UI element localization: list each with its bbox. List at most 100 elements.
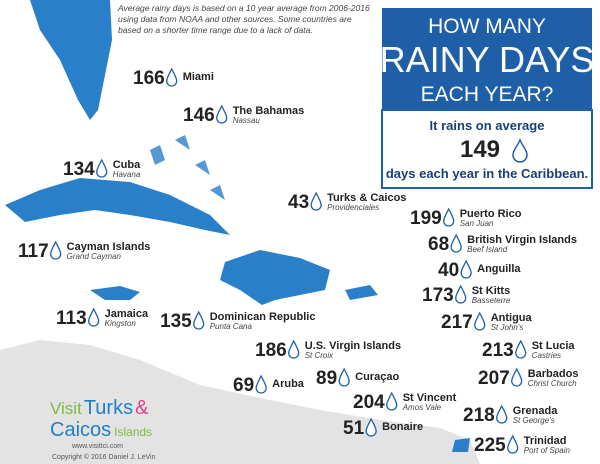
- rainy-days: 146: [183, 105, 215, 126]
- rainy-days: 217: [441, 312, 473, 333]
- rainy-days: 89: [316, 368, 337, 389]
- place-city: Christ Church: [528, 379, 577, 388]
- puerto-rico: [345, 285, 378, 300]
- rainy-days: 68: [428, 234, 449, 255]
- place-name: Trinidad: [524, 435, 567, 447]
- rainy-days: 117: [18, 241, 49, 262]
- average-text: days each year in the Caribbean.: [386, 166, 588, 181]
- rainy-days: 186: [255, 340, 287, 361]
- drop-icon: [507, 434, 519, 454]
- note-line: based on a shorter time range due to a l…: [118, 25, 313, 35]
- logo-word: Caicos: [50, 419, 111, 441]
- place-name: Grenada: [513, 405, 559, 417]
- rainy-days: 204: [353, 392, 385, 413]
- place-name: Curaçao: [355, 371, 399, 383]
- drop-icon: [255, 374, 267, 394]
- drop-icon: [288, 339, 300, 359]
- hispaniola: [220, 250, 330, 305]
- rainy-days: 40: [438, 260, 459, 281]
- drop-icon: [474, 311, 486, 331]
- logo-word: Islands: [114, 425, 152, 439]
- note-line: using data from NOAA and other sources. …: [118, 14, 352, 24]
- drop-icon: [496, 404, 508, 424]
- place-city: Kingston: [105, 319, 137, 328]
- average-box: [381, 109, 593, 189]
- rainy-days: 213: [482, 340, 514, 361]
- rainy-days: 134: [63, 159, 95, 180]
- place-name: St Lucia: [532, 340, 576, 352]
- drop-icon: [88, 307, 100, 327]
- drop-icon: [515, 339, 527, 359]
- place-name: Miami: [183, 71, 214, 83]
- drop-icon: [443, 207, 455, 227]
- place-name: Anguilla: [477, 263, 521, 275]
- place-name: St Kitts: [472, 285, 511, 297]
- logo-url: www.visittci.com: [71, 443, 123, 450]
- drop-icon: [216, 104, 228, 124]
- place-city: Providenciales: [327, 203, 379, 212]
- place-city: Basseterre: [472, 296, 511, 305]
- place-city: Amos Vale: [402, 403, 442, 412]
- place-name: Antigua: [491, 312, 533, 324]
- copyright: Copyright © 2016 Daniel J. LeVin: [52, 453, 156, 461]
- title-line: RAINY DAYS: [380, 39, 595, 80]
- logo-word: Turks: [84, 397, 133, 419]
- drop-icon: [193, 310, 205, 330]
- florida: [30, 0, 112, 120]
- drop-icon: [386, 391, 398, 411]
- place-name: St Vincent: [403, 392, 457, 404]
- place-name: Dominican Republic: [210, 311, 316, 323]
- logo: Visit Turks &: [50, 397, 149, 419]
- note-line: Average rainy days is based on a 10 year…: [117, 3, 370, 13]
- place-city: Punta Cana: [210, 322, 253, 331]
- drop-icon: [460, 259, 472, 279]
- place-city: Havana: [113, 170, 141, 179]
- place-city: St George's: [513, 416, 555, 425]
- rainy-days: 173: [422, 285, 454, 306]
- drop-icon: [310, 191, 322, 211]
- average-days: 149: [460, 136, 500, 163]
- jamaica: [90, 286, 140, 300]
- title-line: HOW MANY: [428, 15, 546, 38]
- rainy-days: 51: [343, 418, 365, 439]
- place-name: U.S. Virgin Islands: [305, 340, 401, 352]
- place-name: Cuba: [113, 159, 141, 171]
- rainy-days: 69: [233, 375, 254, 396]
- logo: Caicos Islands: [50, 419, 152, 441]
- place-name: Bonaire: [382, 421, 423, 433]
- drop-icon: [166, 67, 178, 87]
- rainy-days: 199: [410, 208, 442, 229]
- drop-icon: [50, 240, 62, 260]
- place-name: Jamaica: [105, 308, 149, 320]
- average-text: It rains on average: [430, 118, 545, 133]
- rainy-days: 135: [160, 311, 192, 332]
- place-city: San Juan: [460, 219, 494, 228]
- drop-icon: [96, 158, 108, 178]
- place-name: Puerto Rico: [460, 208, 522, 220]
- place-city: Port of Spain: [524, 446, 571, 455]
- place-city: Castries: [532, 351, 561, 360]
- place-name: Aruba: [272, 378, 305, 390]
- place-city: St Croix: [305, 351, 334, 360]
- place-name: Barbados: [528, 368, 579, 380]
- place-name: Cayman Islands: [67, 241, 151, 253]
- place-name: British Virgin Islands: [467, 234, 577, 246]
- drop-icon: [512, 138, 528, 163]
- rainy-days: 113: [56, 308, 87, 329]
- rainy-days: 166: [133, 68, 165, 89]
- place-city: Nassau: [233, 116, 261, 125]
- logo-word: &: [135, 397, 149, 419]
- cuba: [5, 178, 230, 235]
- drop-icon: [511, 367, 523, 387]
- title-line: EACH YEAR?: [421, 83, 554, 106]
- rainy-days: 218: [463, 405, 495, 426]
- south-america: [0, 340, 480, 464]
- place-name: Turks & Caicos: [327, 192, 406, 204]
- logo-word: Visit: [50, 399, 82, 418]
- title-band: [382, 8, 592, 110]
- rainy-days: 43: [288, 192, 309, 213]
- trinidad-island: [452, 438, 470, 452]
- drop-icon: [365, 417, 377, 437]
